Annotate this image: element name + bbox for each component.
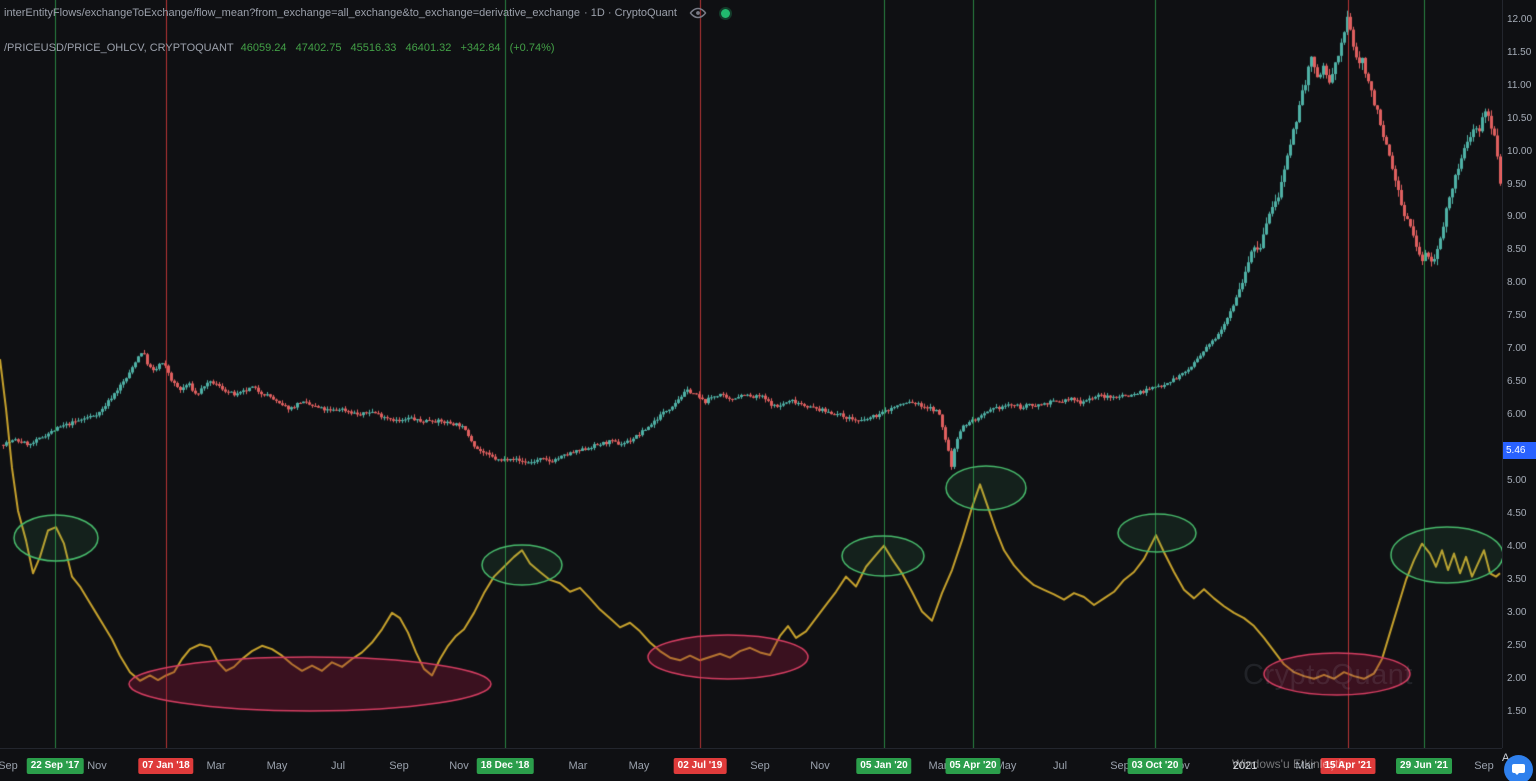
windows-activation-overlay: Windows'u Etkinleştir bbox=[1232, 757, 1345, 771]
event-date-badge: 05 Jan '20 bbox=[856, 757, 912, 774]
ohlc-low: 45516.33 bbox=[350, 42, 397, 54]
event-date-badge: 29 Jun '21 bbox=[1396, 757, 1452, 774]
time-axis-label: Sep bbox=[389, 759, 409, 772]
price-axis[interactable]: 12.00 11.50 11.00 10.50 10.00 9.50 9.00 8.50 8.0… bbox=[1502, 0, 1536, 748]
legend-row-price: /PRICEUSD/PRICE_OHLCV, CRYPTOQUANT 46059… bbox=[4, 42, 561, 54]
time-axis[interactable]: Sep Nov Mar May Jul Sep Nov Mar May Sep Nov Mar May J… bbox=[0, 748, 1536, 781]
time-axis-label: Mar bbox=[206, 759, 226, 772]
price-axis-label: 10.50 bbox=[1507, 112, 1533, 124]
time-axis-label: Jul bbox=[330, 759, 346, 772]
symbol-label[interactable]: /PRICEUSD/PRICE_OHLCV, CRYPTOQUANT bbox=[4, 42, 234, 54]
price-axis-label: 7.00 bbox=[1507, 343, 1527, 355]
time-axis-label: 2021 bbox=[1232, 759, 1258, 772]
metric-title[interactable]: interEntityFlows/exchangeToExchange/flow… bbox=[4, 7, 581, 19]
time-axis-label: Sep bbox=[0, 759, 18, 772]
price-axis-label: 10.00 bbox=[1507, 145, 1533, 157]
ohlc-change-pct: (+0.74%) bbox=[509, 42, 555, 54]
price-axis-label: 2.00 bbox=[1507, 672, 1527, 684]
price-axis-label: 6.50 bbox=[1507, 376, 1527, 388]
time-axis-label: Nov bbox=[87, 759, 107, 772]
legend-row-metric: interEntityFlows/exchangeToExchange/flow… bbox=[4, 7, 730, 19]
price-axis-label: 9.50 bbox=[1507, 178, 1527, 190]
time-axis-label: Nov bbox=[449, 759, 469, 772]
event-date-badge: 02 Jul '19 bbox=[673, 757, 727, 774]
price-axis-label: 8.00 bbox=[1507, 277, 1527, 289]
price-axis-value-badge: 5.46 bbox=[1503, 442, 1536, 460]
ohlc-values: 46059.24 47402.75 45516.33 46401.32 +342… bbox=[241, 42, 561, 54]
watermark: CryptoQuant bbox=[1243, 659, 1413, 691]
time-axis-label: Mar bbox=[1295, 759, 1315, 772]
event-date-badge: 22 Sep '17 bbox=[26, 757, 84, 774]
price-axis-label: 11.50 bbox=[1507, 46, 1532, 58]
visibility-toggle-icon[interactable] bbox=[689, 7, 707, 19]
ohlc-open: 46059.24 bbox=[240, 42, 287, 54]
event-date-badge: 07 Jan '18 bbox=[138, 757, 194, 774]
chat-bubble-button[interactable] bbox=[1504, 755, 1533, 781]
time-axis-label: Nov bbox=[810, 759, 830, 772]
time-axis-label: Mar bbox=[928, 759, 948, 772]
ohlc-high: 47402.75 bbox=[295, 42, 342, 54]
price-axis-label: 7.50 bbox=[1507, 310, 1527, 322]
event-date-badge: 15 Apr '21 bbox=[1320, 757, 1376, 774]
auto-scale-label[interactable]: A bbox=[1502, 752, 1510, 764]
price-chart-canvas[interactable] bbox=[0, 0, 1502, 748]
time-axis-label: Sep bbox=[1474, 759, 1494, 772]
price-axis-label: 8.50 bbox=[1507, 244, 1527, 256]
price-axis-label: 4.00 bbox=[1507, 540, 1527, 552]
time-axis-label: Sep bbox=[750, 759, 770, 772]
ohlc-close: 46401.32 bbox=[405, 42, 452, 54]
chat-icon bbox=[1512, 764, 1525, 775]
price-axis-label: 9.00 bbox=[1507, 211, 1527, 223]
time-axis-label: Mar bbox=[568, 759, 588, 772]
price-axis-label: 4.50 bbox=[1507, 508, 1527, 520]
event-date-badge: 03 Oct '20 bbox=[1127, 757, 1183, 774]
metric-meta: · 1D · CryptoQuant bbox=[584, 7, 677, 19]
price-axis-label: 2.50 bbox=[1507, 639, 1527, 651]
price-axis-label: 11.00 bbox=[1507, 79, 1532, 91]
time-axis-label: May bbox=[628, 759, 650, 772]
data-status-icon bbox=[720, 8, 730, 18]
time-axis-label: Jul bbox=[1052, 759, 1068, 772]
price-axis-label: 3.50 bbox=[1507, 573, 1527, 585]
time-axis-label: May bbox=[266, 759, 288, 772]
event-date-badge: 05 Apr '20 bbox=[945, 757, 1001, 774]
time-axis-label: May bbox=[995, 759, 1017, 772]
price-axis-label: 1.50 bbox=[1507, 705, 1527, 717]
price-axis-label: 5.00 bbox=[1507, 475, 1527, 487]
ohlc-change: +342.84 bbox=[460, 42, 501, 54]
time-axis-label: Sep bbox=[1110, 759, 1130, 772]
price-axis-label: 3.00 bbox=[1507, 606, 1527, 618]
price-axis-label: 6.00 bbox=[1507, 409, 1527, 421]
price-axis-label: 12.00 bbox=[1507, 13, 1533, 25]
event-date-badge: 18 Dec '18 bbox=[476, 757, 534, 774]
